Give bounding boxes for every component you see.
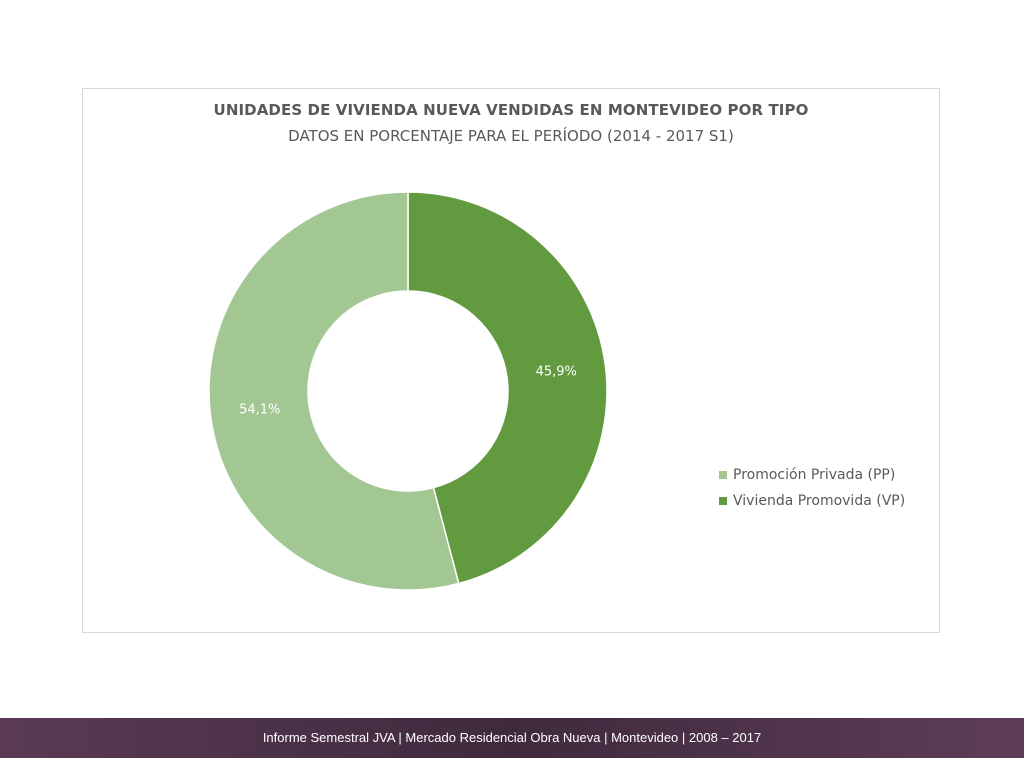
footer-text: Informe Semestral JVA | Mercado Residenc… bbox=[262, 730, 762, 745]
chart-subtitle: DATOS EN PORCENTAJE PARA EL PERÍODO (201… bbox=[288, 127, 734, 145]
data-label-promocion-privada: 54,1% bbox=[239, 403, 280, 418]
legend-item-promocion-privada: Promoción Privada (PP) bbox=[719, 462, 905, 488]
legend-label-promocion-privada: Promoción Privada (PP) bbox=[733, 467, 896, 483]
donut-slice-vivienda-promovida bbox=[407, 191, 608, 585]
legend-label-vivienda-promovida: Vivienda Promovida (VP) bbox=[733, 493, 906, 509]
legend-swatch-promocion-privada bbox=[719, 471, 727, 479]
chart-legend: Promoción Privada (PP) Vivienda Promovid… bbox=[719, 462, 905, 514]
chart-title: UNIDADES DE VIVIENDA NUEVA VENDIDAS EN M… bbox=[213, 101, 809, 119]
donut-chart: 45,9% 54,1% bbox=[208, 191, 608, 591]
chart-frame: UNIDADES DE VIVIENDA NUEVA VENDIDAS EN M… bbox=[82, 88, 940, 633]
legend-swatch-vivienda-promovida bbox=[719, 497, 727, 505]
footer-bar: Informe Semestral JVA | Mercado Residenc… bbox=[0, 718, 1024, 758]
legend-item-vivienda-promovida: Vivienda Promovida (VP) bbox=[719, 488, 905, 514]
data-label-vivienda-promovida: 45,9% bbox=[536, 364, 577, 379]
donut-slice-promocion-privada bbox=[208, 191, 460, 591]
